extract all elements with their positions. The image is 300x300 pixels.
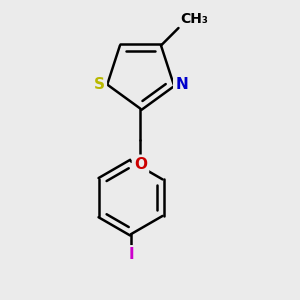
Text: S: S: [94, 77, 105, 92]
Text: N: N: [175, 77, 188, 92]
Text: I: I: [128, 247, 134, 262]
Text: CH₃: CH₃: [180, 12, 208, 26]
Text: O: O: [134, 157, 147, 172]
